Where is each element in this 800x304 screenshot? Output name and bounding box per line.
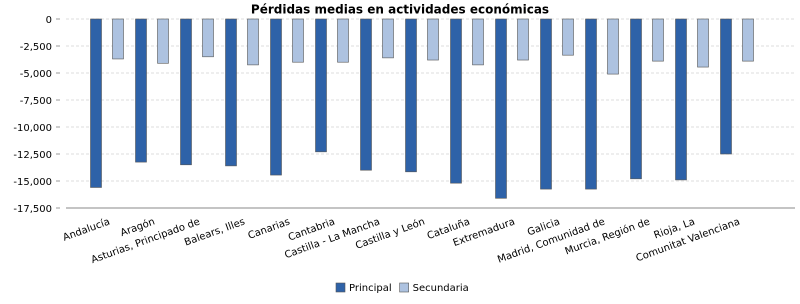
bar — [90, 18, 102, 188]
bar — [427, 18, 439, 61]
bar — [720, 18, 732, 155]
bar — [247, 18, 259, 66]
bar — [472, 18, 484, 66]
bar — [292, 18, 304, 63]
legend-swatch — [399, 282, 409, 293]
bar — [337, 18, 349, 63]
y-tick-label: 0 — [46, 15, 52, 26]
bar — [180, 18, 192, 166]
legend-label: Principal — [349, 283, 392, 294]
bar — [562, 18, 574, 56]
bar — [450, 18, 462, 184]
bar — [675, 18, 687, 181]
x-tick-label: Andalucía — [61, 216, 111, 244]
y-tick-label: -2,500 — [20, 42, 52, 53]
y-tick-label: -15,000 — [13, 177, 52, 188]
bar — [742, 18, 754, 62]
bar — [405, 18, 417, 173]
bar — [270, 18, 282, 176]
bar — [360, 18, 372, 171]
chart-title: Pérdidas medias en actividades económica… — [251, 3, 549, 17]
bar — [202, 18, 214, 58]
y-tick-label: -12,500 — [13, 150, 52, 161]
bar — [630, 18, 642, 180]
bar — [135, 18, 147, 163]
bar — [382, 18, 394, 59]
bar — [225, 18, 237, 167]
bar — [495, 18, 507, 199]
bar — [697, 18, 709, 68]
y-tick-label: -5,000 — [20, 69, 52, 80]
bar — [112, 18, 124, 60]
y-tick-label: -17,500 — [13, 204, 52, 215]
y-tick-label: -10,000 — [13, 123, 52, 134]
bar — [607, 18, 619, 75]
legend-swatch — [335, 282, 346, 293]
bar — [157, 18, 169, 64]
bar — [517, 18, 529, 61]
bar — [315, 18, 327, 153]
y-tick-label: -7,500 — [20, 96, 52, 107]
bar — [540, 18, 552, 190]
x-tick-label: Canarias — [247, 216, 292, 241]
legend-label: Secundaria — [413, 283, 469, 294]
bar — [585, 18, 597, 190]
bar — [652, 18, 664, 62]
